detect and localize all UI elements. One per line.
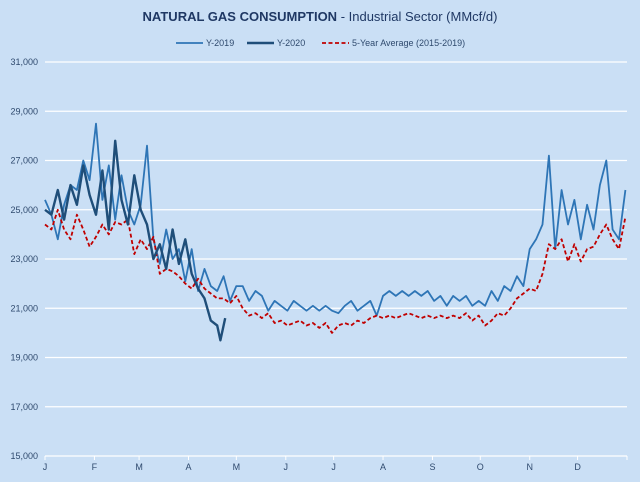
y-tick-label: 15,000: [10, 451, 38, 461]
series-line-y2020: [44, 139, 227, 342]
series-group: [44, 122, 627, 342]
y-tick-label: 17,000: [10, 402, 38, 412]
series-line-y2019: [44, 122, 627, 317]
series-line-5yr-average: [44, 208, 627, 334]
x-tick-label: A: [185, 462, 191, 472]
chart-title-rest: - Industrial Sector (MMcf/d): [337, 9, 497, 24]
legend-label: 5-Year Average (2015-2019): [352, 38, 465, 48]
y-tick-label: 29,000: [10, 106, 38, 116]
y-tick-label: 31,000: [10, 57, 38, 67]
x-tick-label: F: [92, 462, 98, 472]
chart-title-bold: NATURAL GAS CONSUMPTION: [143, 9, 338, 24]
y-tick-label: 23,000: [10, 254, 38, 264]
legend: Y-2019 Y-2020 5-Year Average (2015-2019): [176, 38, 465, 48]
y-tick-label: 19,000: [10, 353, 38, 363]
legend-label: Y-2019: [206, 38, 234, 48]
gridlines: [45, 61, 627, 457]
x-tick-label: M: [135, 462, 143, 472]
x-tick-label: J: [331, 462, 336, 472]
y-axis: 15,000 17,000 19,000 21,000 23,000 25,000 27,0…: [10, 57, 38, 461]
chart-title: NATURAL GAS CONSUMPTION - Industrial Sec…: [143, 9, 498, 24]
legend-label: Y-2020: [277, 38, 305, 48]
x-tick-label: D: [574, 462, 581, 472]
x-tick-label: A: [380, 462, 386, 472]
x-tick-label: J: [43, 462, 48, 472]
x-tick-label: N: [526, 462, 533, 472]
y-tick-label: 27,000: [10, 156, 38, 166]
y-tick-label: 21,000: [10, 303, 38, 313]
x-tick-label: S: [429, 462, 435, 472]
y-tick-label: 25,000: [10, 205, 38, 215]
x-tick-label: O: [477, 462, 484, 472]
x-tick-label: M: [233, 462, 241, 472]
x-tick-label: J: [284, 462, 289, 472]
